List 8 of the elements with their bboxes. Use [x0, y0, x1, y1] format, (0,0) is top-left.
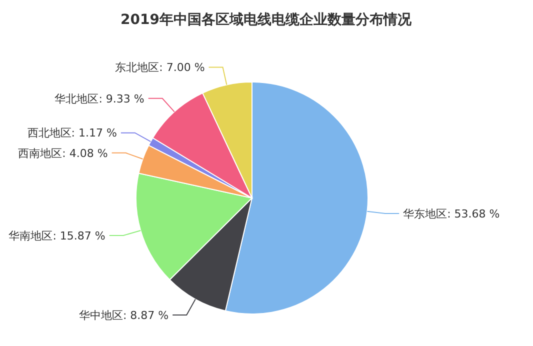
- slice-label: 华南地区: 15.87 %: [8, 229, 106, 242]
- slice-label: 西南地区: 4.08 %: [18, 146, 108, 160]
- slice-label: 华东地区: 53.68 %: [403, 207, 500, 220]
- chart-title: 2019年中国各区域电线电缆企业数量分布情况: [120, 12, 412, 28]
- slice-label: 西北地区: 1.17 %: [27, 126, 117, 140]
- slice-label: 华北地区: 9.33 %: [54, 92, 144, 106]
- slice-label: 华中地区: 8.87 %: [78, 308, 169, 322]
- slice-label: 东北地区: 7.00 %: [115, 61, 205, 74]
